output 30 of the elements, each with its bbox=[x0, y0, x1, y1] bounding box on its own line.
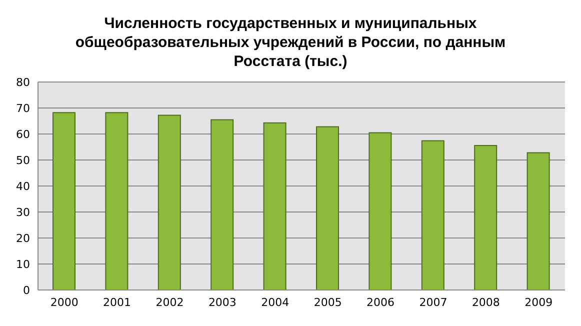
bar bbox=[421, 140, 444, 290]
y-tick-label: 70 bbox=[16, 102, 30, 115]
bar bbox=[316, 126, 339, 290]
y-tick-label: 20 bbox=[16, 232, 30, 245]
bar bbox=[263, 122, 286, 290]
y-tick-label: 30 bbox=[16, 206, 30, 219]
x-tick-label: 2009 bbox=[524, 296, 553, 309]
y-tick-label: 80 bbox=[16, 76, 30, 89]
y-tick-label: 0 bbox=[23, 284, 30, 297]
x-tick-label: 2008 bbox=[472, 296, 500, 309]
x-tick-label: 2000 bbox=[50, 296, 78, 309]
x-tick-label: 2005 bbox=[314, 296, 342, 309]
x-tick-label: 2004 bbox=[261, 296, 290, 309]
chart-title: Численность государственных и муниципальных общеобразовательных учреждений в России, по данным Росстата (тыс.) bbox=[75, 15, 506, 70]
bar bbox=[210, 119, 234, 290]
x-tick-label: 2002 bbox=[156, 296, 184, 309]
y-tick-label: 40 bbox=[16, 180, 30, 193]
bar bbox=[526, 152, 550, 290]
bar bbox=[52, 112, 76, 290]
bar bbox=[368, 132, 392, 290]
x-tick-label: 2001 bbox=[103, 296, 132, 309]
bar bbox=[105, 112, 128, 290]
y-tick-label: 50 bbox=[16, 154, 30, 167]
bar bbox=[474, 144, 498, 290]
y-tick-label: 10 bbox=[16, 258, 30, 271]
x-tick-label: 2006 bbox=[366, 296, 395, 309]
y-tick-label: 60 bbox=[16, 128, 30, 141]
x-tick-label: 2007 bbox=[419, 296, 448, 309]
bar bbox=[158, 114, 181, 290]
x-tick-label: 2003 bbox=[208, 296, 236, 309]
